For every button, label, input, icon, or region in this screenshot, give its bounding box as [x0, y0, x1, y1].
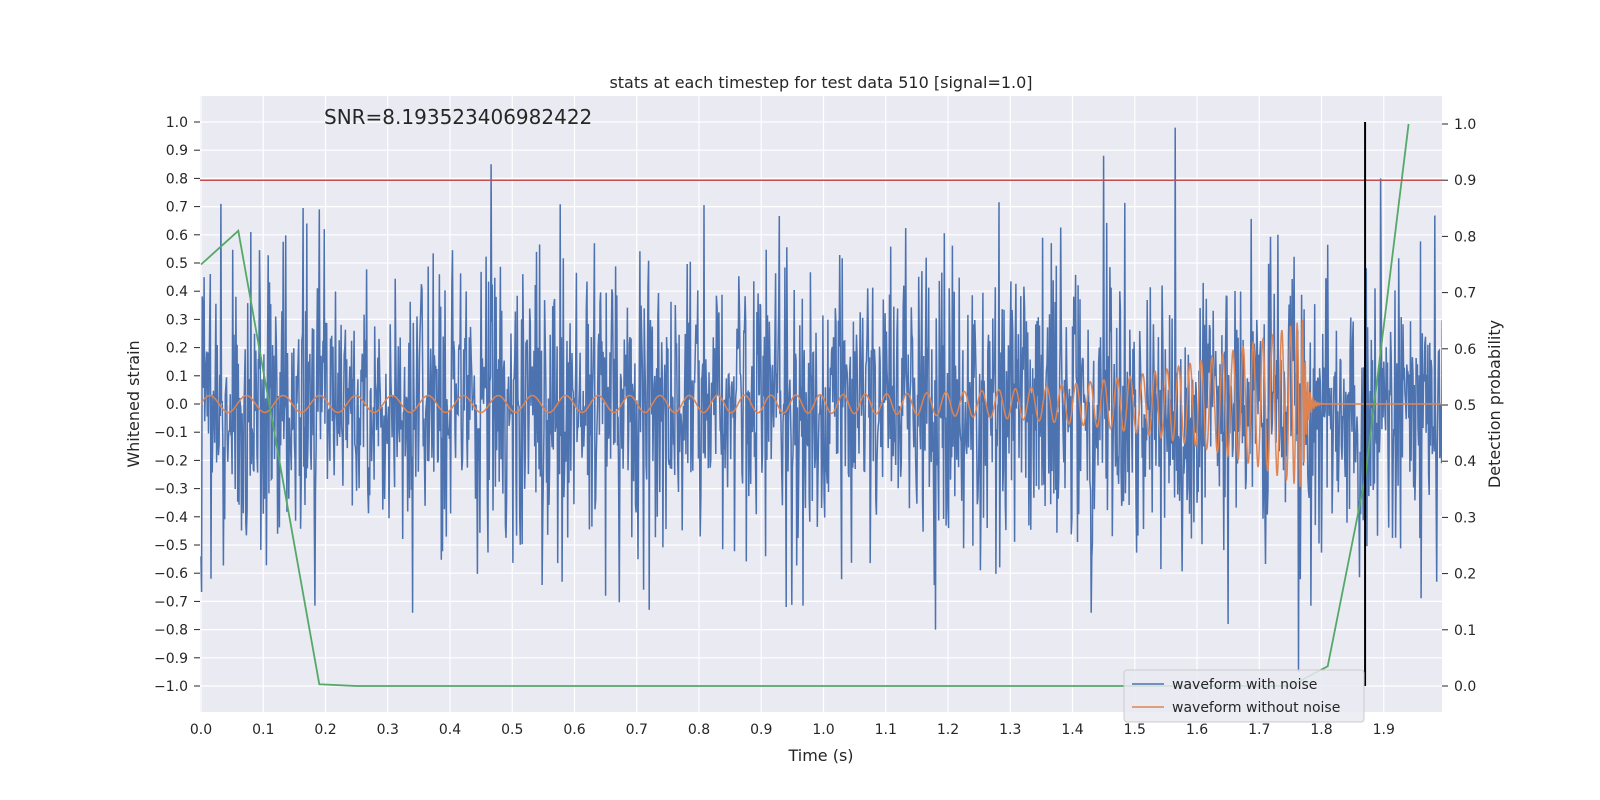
x-tick-label: 0.2 [314, 722, 336, 738]
y-tick-label-right: 0.1 [1454, 623, 1476, 639]
y-axis-label-left: Whitened strain [124, 340, 143, 467]
y-tick-label-left: 0.9 [166, 143, 188, 159]
y-tick-label-left: −0.6 [154, 566, 188, 582]
x-tick-label: 1.6 [1186, 722, 1208, 738]
x-tick-label: 0.9 [750, 722, 772, 738]
y-tick-label-right: 0.2 [1454, 567, 1476, 583]
series-layer [200, 122, 1442, 687]
legend-label-noise: waveform with noise [1172, 677, 1317, 693]
y-tick-label-left: −0.8 [154, 623, 188, 639]
y-axis-label-right: Detection probability [1485, 320, 1504, 488]
y-tick-label-right: 0.0 [1454, 679, 1476, 695]
y-tick-label-left: −0.7 [154, 594, 188, 610]
x-tick-label: 0.4 [439, 722, 461, 738]
x-tick-label: 0.0 [190, 722, 212, 738]
y-tick-label-left: 1.0 [166, 115, 188, 131]
y-tick-label-left: 0.8 [166, 171, 188, 187]
y-tick-label-left: 0.6 [166, 228, 188, 244]
y-tick-label-left: 0.0 [166, 397, 188, 413]
ticks: 0.0 0.1 0.2 0.3 0.4 0.5 0.6 0.7 0.8 0.9 1.0 1.1 1.2 1… [154, 115, 1476, 738]
y-tick-label-right: 0.6 [1454, 342, 1476, 358]
x-tick-label: 0.1 [252, 722, 274, 738]
y-tick-label-left: 0.2 [166, 341, 188, 357]
legend: waveform with noise waveform without noi… [1123, 669, 1365, 723]
x-tick-label: 1.1 [875, 722, 897, 738]
y-tick-label-left: 0.4 [166, 284, 188, 300]
legend-box [1123, 669, 1365, 723]
x-tick-label: 1.8 [1310, 722, 1332, 738]
y-tick-label-left: −0.9 [154, 651, 188, 667]
x-tick-label: 1.3 [999, 722, 1021, 738]
x-tick-label: 1.4 [1061, 722, 1083, 738]
y-tick-label-right: 0.4 [1454, 454, 1476, 470]
y-tick-label-left: −0.2 [154, 453, 188, 469]
y-tick-label-left: 0.5 [166, 256, 188, 272]
x-tick-label: 1.7 [1248, 722, 1270, 738]
series-line-clean [200, 320, 1442, 488]
chart-title: stats at each timestep for test data 510… [609, 73, 1032, 92]
y-tick-label-right: 0.7 [1454, 286, 1476, 302]
y-tick-label-right: 0.9 [1454, 173, 1476, 189]
series-line-probability [200, 123, 1410, 687]
x-tick-label: 0.6 [563, 722, 585, 738]
x-tick-label: 0.5 [501, 722, 523, 738]
y-tick-label-left: −0.3 [154, 482, 188, 498]
x-tick-label: 0.8 [688, 722, 710, 738]
y-tick-label-left: −1.0 [154, 679, 188, 695]
x-tick-label: 1.9 [1373, 722, 1395, 738]
y-tick-label-right: 1.0 [1454, 117, 1476, 133]
y-tick-label-left: 0.1 [166, 369, 188, 385]
x-tick-label: 1.5 [1124, 722, 1146, 738]
x-tick-label: 1.0 [812, 722, 834, 738]
y-tick-label-right: 0.3 [1454, 510, 1476, 526]
y-tick-label-right: 0.5 [1454, 398, 1476, 414]
y-tick-label-right: 0.8 [1454, 229, 1476, 245]
y-tick-label-left: −0.1 [154, 425, 188, 441]
legend-label-clean: waveform without noise [1172, 700, 1340, 716]
y-tick-label-left: −0.5 [154, 538, 188, 554]
y-tick-label-left: 0.7 [166, 200, 188, 216]
snr-annotation: SNR=8.193523406982422 [324, 105, 592, 129]
series-line-noise [200, 127, 1442, 672]
x-axis-label: Time (s) [787, 746, 853, 765]
x-tick-label: 0.7 [626, 722, 648, 738]
y-tick-label-left: −0.4 [154, 510, 188, 526]
y-tick-label-left: 0.3 [166, 312, 188, 328]
x-tick-label: 0.3 [377, 722, 399, 738]
x-tick-label: 1.2 [937, 722, 959, 738]
